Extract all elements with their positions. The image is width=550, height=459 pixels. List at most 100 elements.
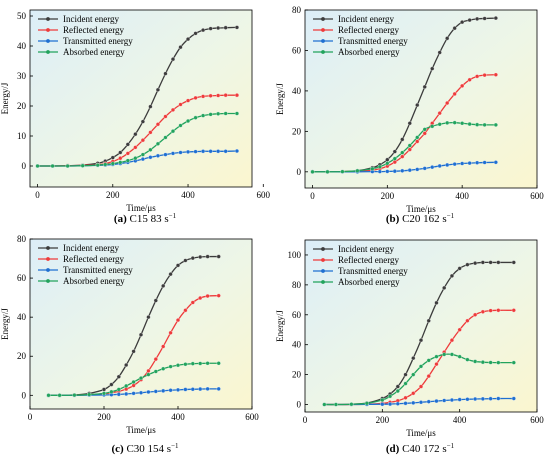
legend-marker bbox=[321, 280, 325, 284]
x-tick-label: 400 bbox=[453, 415, 467, 425]
data-point bbox=[190, 387, 195, 392]
data-point bbox=[216, 149, 221, 154]
data-point bbox=[125, 151, 130, 156]
legend-marker bbox=[46, 17, 50, 21]
data-point bbox=[116, 374, 121, 379]
y-axis-label: Energy/J bbox=[0, 308, 10, 340]
data-point bbox=[198, 361, 203, 366]
x-tick-label: 0 bbox=[28, 412, 33, 422]
data-point bbox=[460, 20, 465, 25]
data-point bbox=[133, 156, 138, 161]
data-point bbox=[430, 66, 435, 71]
data-point bbox=[407, 147, 412, 152]
y-tick-label: 0 bbox=[297, 167, 302, 177]
data-point bbox=[185, 98, 191, 103]
data-point bbox=[216, 293, 221, 298]
x-tick-label: 0 bbox=[310, 191, 315, 201]
data-point bbox=[170, 129, 176, 134]
y-tick-label: 0 bbox=[22, 161, 27, 171]
data-point bbox=[138, 332, 144, 337]
y-tick-label: 40 bbox=[292, 86, 302, 96]
caption-text: C40 172 s bbox=[402, 443, 447, 455]
y-tick-label: 20 bbox=[292, 126, 302, 136]
data-point bbox=[511, 260, 516, 265]
data-point bbox=[449, 338, 454, 343]
data-point bbox=[434, 300, 439, 305]
data-point bbox=[426, 358, 431, 363]
x-tick-label: 600 bbox=[257, 190, 271, 200]
plot-frame bbox=[304, 239, 538, 413]
data-point bbox=[216, 93, 221, 98]
legend-marker bbox=[321, 258, 325, 262]
y-tick-label: 30 bbox=[17, 71, 27, 81]
data-point bbox=[392, 169, 397, 174]
panel-caption: (a) C15 83 s−1 bbox=[114, 212, 177, 225]
data-point bbox=[109, 389, 114, 394]
legend-marker bbox=[46, 279, 50, 283]
data-point bbox=[457, 397, 462, 402]
data-point bbox=[178, 45, 183, 50]
data-point bbox=[133, 145, 138, 150]
legend-marker bbox=[46, 246, 50, 250]
data-point bbox=[185, 37, 191, 42]
data-point bbox=[480, 360, 485, 365]
data-point bbox=[161, 283, 166, 288]
data-point bbox=[467, 161, 472, 166]
data-point bbox=[201, 149, 206, 154]
data-point bbox=[385, 161, 390, 166]
data-point bbox=[201, 113, 206, 118]
data-point bbox=[496, 360, 501, 365]
data-point bbox=[95, 163, 100, 168]
data-point bbox=[168, 364, 173, 369]
data-point bbox=[400, 168, 405, 173]
data-point bbox=[190, 300, 195, 305]
legend-marker bbox=[321, 269, 325, 273]
data-point bbox=[110, 161, 115, 166]
data-point bbox=[223, 149, 228, 154]
data-point bbox=[418, 400, 424, 405]
data-point bbox=[340, 169, 345, 174]
data-point bbox=[322, 402, 327, 407]
data-point bbox=[118, 160, 123, 165]
data-point bbox=[400, 150, 405, 155]
legend-label: Absorbed energy bbox=[338, 47, 400, 57]
panel-caption: (c) C30 154 s−1 bbox=[111, 442, 179, 455]
data-point bbox=[101, 387, 107, 392]
data-point bbox=[205, 294, 210, 299]
y-axis-label: Energy/J bbox=[0, 82, 10, 114]
data-point bbox=[201, 94, 206, 99]
data-point bbox=[124, 362, 129, 368]
data-point bbox=[118, 156, 123, 161]
y-tick-label: 20 bbox=[292, 370, 302, 380]
data-point bbox=[437, 50, 442, 55]
data-point bbox=[168, 272, 173, 277]
data-point bbox=[178, 102, 183, 107]
data-point bbox=[57, 393, 62, 398]
data-point bbox=[411, 356, 416, 361]
data-point bbox=[377, 164, 382, 169]
x-tick-label: 200 bbox=[376, 415, 390, 425]
data-point bbox=[110, 155, 115, 160]
data-point bbox=[193, 115, 198, 120]
data-point bbox=[465, 318, 470, 323]
data-point bbox=[138, 390, 144, 395]
plot-frame bbox=[29, 9, 253, 188]
data-point bbox=[460, 121, 465, 126]
data-point bbox=[146, 372, 151, 377]
legend-marker bbox=[46, 39, 50, 43]
data-point bbox=[140, 119, 145, 124]
data-point bbox=[482, 16, 487, 21]
data-point bbox=[415, 135, 420, 140]
data-point bbox=[496, 308, 501, 313]
caption-text: C15 83 s bbox=[130, 213, 169, 225]
y-tick-label: 0 bbox=[297, 400, 302, 410]
data-point bbox=[190, 256, 195, 261]
x-tick-label: 0 bbox=[35, 190, 40, 200]
data-point bbox=[72, 393, 77, 398]
data-point bbox=[482, 122, 487, 127]
data-point bbox=[437, 163, 442, 169]
data-point bbox=[118, 150, 123, 155]
data-point bbox=[415, 139, 420, 144]
data-point bbox=[325, 169, 330, 174]
data-point bbox=[385, 169, 390, 174]
